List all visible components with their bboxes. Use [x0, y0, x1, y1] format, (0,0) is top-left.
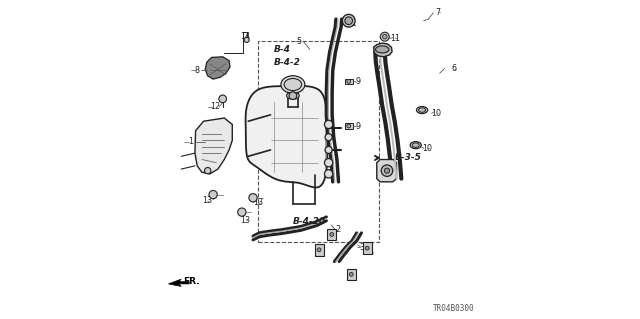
- Polygon shape: [347, 269, 356, 280]
- Circle shape: [349, 272, 353, 276]
- Polygon shape: [363, 242, 372, 254]
- Circle shape: [347, 124, 351, 128]
- Text: 9: 9: [356, 122, 361, 130]
- Polygon shape: [345, 79, 353, 84]
- Text: B-4-20: B-4-20: [293, 217, 326, 226]
- Text: TR04B0300: TR04B0300: [433, 304, 475, 313]
- Text: FR.: FR.: [184, 277, 200, 286]
- Circle shape: [237, 208, 246, 216]
- Ellipse shape: [410, 142, 421, 149]
- Polygon shape: [195, 118, 232, 174]
- Text: 12: 12: [210, 102, 220, 111]
- Text: 5: 5: [297, 37, 302, 46]
- Text: 2: 2: [335, 225, 340, 234]
- Ellipse shape: [287, 92, 300, 99]
- Text: 8: 8: [195, 66, 200, 75]
- Polygon shape: [315, 244, 323, 256]
- Text: B-4-2: B-4-2: [274, 58, 301, 67]
- Ellipse shape: [376, 46, 389, 53]
- Circle shape: [249, 194, 257, 202]
- Circle shape: [324, 159, 333, 167]
- Text: B-4: B-4: [274, 45, 291, 54]
- Circle shape: [289, 92, 297, 100]
- Circle shape: [330, 233, 333, 236]
- Ellipse shape: [281, 76, 305, 93]
- Text: 9: 9: [356, 77, 361, 86]
- Circle shape: [380, 32, 389, 41]
- Polygon shape: [345, 123, 353, 129]
- Text: 13: 13: [240, 216, 250, 225]
- Polygon shape: [374, 43, 392, 57]
- Circle shape: [342, 14, 355, 27]
- Circle shape: [381, 165, 393, 176]
- Circle shape: [347, 79, 351, 83]
- Circle shape: [244, 37, 249, 42]
- Circle shape: [324, 170, 333, 178]
- Circle shape: [325, 134, 332, 141]
- Ellipse shape: [419, 108, 426, 112]
- Text: 4: 4: [349, 273, 355, 282]
- Circle shape: [317, 248, 321, 252]
- Polygon shape: [377, 160, 397, 182]
- Text: 13: 13: [202, 197, 212, 205]
- Text: 7: 7: [435, 8, 440, 17]
- Polygon shape: [205, 57, 230, 79]
- Ellipse shape: [412, 143, 419, 147]
- Text: 10: 10: [422, 144, 432, 153]
- Circle shape: [209, 190, 218, 199]
- Circle shape: [345, 17, 353, 25]
- Ellipse shape: [284, 78, 301, 91]
- Text: 1: 1: [188, 137, 193, 146]
- Text: B-3-5: B-3-5: [395, 153, 422, 162]
- Text: 11: 11: [390, 34, 400, 43]
- Polygon shape: [327, 229, 336, 240]
- Ellipse shape: [417, 107, 428, 114]
- Text: 14: 14: [240, 32, 250, 41]
- Circle shape: [325, 146, 332, 153]
- Polygon shape: [246, 86, 328, 188]
- Bar: [258, 41, 379, 242]
- Circle shape: [383, 34, 387, 39]
- Text: 4: 4: [330, 233, 335, 242]
- Circle shape: [219, 95, 227, 103]
- Text: 6: 6: [451, 64, 456, 73]
- Polygon shape: [168, 279, 189, 286]
- Text: 13: 13: [253, 198, 263, 207]
- Text: 10: 10: [431, 109, 442, 118]
- Circle shape: [205, 167, 211, 174]
- Text: 4: 4: [314, 249, 319, 258]
- Circle shape: [324, 120, 333, 129]
- Text: 4: 4: [369, 248, 374, 256]
- Circle shape: [385, 168, 390, 173]
- Text: 3: 3: [359, 243, 364, 252]
- Circle shape: [365, 246, 369, 250]
